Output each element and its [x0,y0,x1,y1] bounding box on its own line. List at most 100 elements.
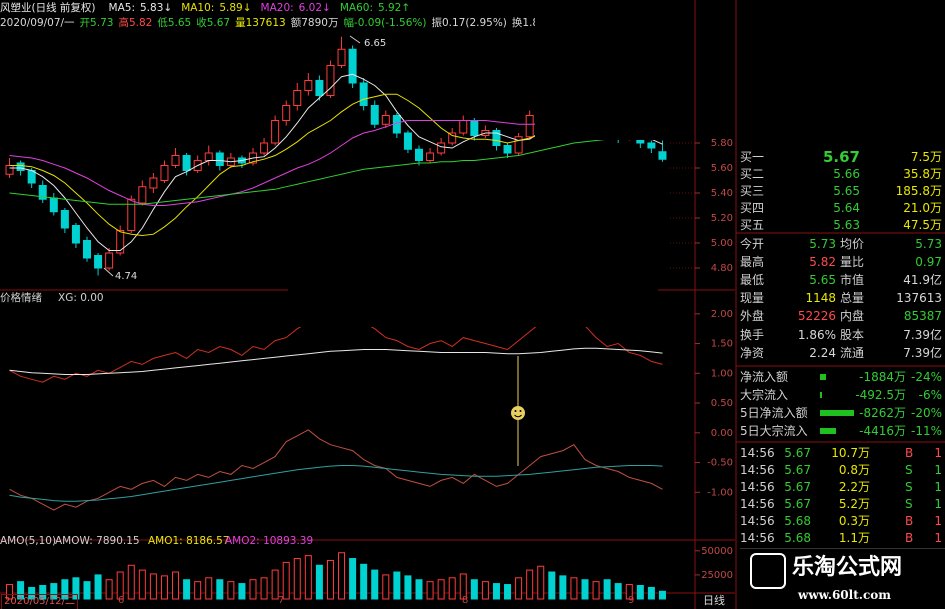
tick-volume: 1.1万 [838,531,870,545]
stat-label: 均价 [840,237,865,251]
candle-body [415,148,423,161]
volume-bar [271,569,279,600]
volume-bar [338,552,346,600]
bid-volume: 7.5万 [910,150,942,164]
flow-pct: -24% [910,370,942,384]
volume-value: AMO1: 8186.57 [148,535,230,547]
bid-label: 买一 [740,150,765,164]
tick-side: B [905,531,914,545]
watermark-name: 乐淘公式网 [792,555,903,580]
bid-price: 5.65 [833,184,860,198]
volume-bar [249,579,257,600]
tick-count: 1 [934,480,942,494]
quote-item: 高5.82 [118,17,153,29]
candle-body [448,132,457,144]
volume-bar [149,573,157,600]
signal-eye [519,410,522,412]
bid-price: 5.63 [833,218,860,232]
volume-bar [448,577,456,600]
tick-price: 5.68 [784,531,811,545]
legend-name: MA20: [260,2,294,14]
volume-bar [6,584,14,600]
bid-volume: 185.8万 [895,184,942,198]
y-tick-label: 25000 [701,570,733,581]
quote-item: 量137613 [235,17,286,29]
volume-bar [426,581,434,600]
tick-count: 1 [934,446,942,460]
volume-bar [349,558,357,600]
stat-value: 7.39亿 [903,328,942,342]
period-label[interactable]: 日线 [703,594,725,607]
tick-side: S [905,463,913,477]
candle-body [5,165,14,175]
flow-pct: -11% [910,424,942,438]
legend-value: 6.02↓ [298,2,331,14]
tick-time: 14:56 [740,463,775,477]
tick-count: 1 [934,463,942,477]
candle-body [525,115,534,138]
volume-bar [238,583,246,600]
volume-bar [404,575,412,600]
candle-body [647,142,656,149]
candle-body [271,120,280,144]
tick-price: 5.67 [784,446,811,460]
volume-bar [39,585,47,600]
bid-price: 5.66 [833,167,860,181]
y-tick-label: 5.40 [711,188,733,199]
tick-price: 5.68 [784,514,811,528]
volume-bar [116,571,124,600]
stat-label: 总量 [840,291,865,305]
tick-time: 14:56 [740,497,775,511]
candle-body [49,197,58,213]
candle-body [149,177,158,189]
indicator-title: 价格情绪 [0,292,42,304]
indicator-line [9,465,663,502]
volume-bar [526,569,534,600]
candle-body [304,80,313,91]
tick-count: 1 [934,514,942,528]
tick-time: 14:56 [740,514,775,528]
flow-label: 5日大宗流入 [740,424,808,438]
y-tick-label: 4.80 [711,263,733,274]
candle-body [514,136,523,154]
signal-icon [511,406,525,420]
y-tick-label: 2.00 [711,309,733,320]
volume-bar [83,581,91,600]
volume-bar [371,569,379,600]
tick-price: 5.67 [784,480,811,494]
volume-bar [548,571,556,600]
candle-body [315,80,324,96]
y-tick-label: -1.00 [707,487,733,498]
flow-value: -492.5万 [855,388,906,402]
tick-time: 14:56 [740,531,775,545]
annotation-leader [103,267,114,277]
stat-value: 5.82 [809,255,836,269]
candle-body [160,165,169,181]
redaction [535,0,694,140]
legend-line: 风塑业(日线 前复权) MA5: 5.83↓ MA10: 5.89↓ MA20: 6.02… [0,1,410,15]
candle-body [182,155,191,171]
quote-item: 幅-0.09(-1.56%) [343,17,427,29]
stat-value: 0.97 [915,255,942,269]
signal-eye [514,410,517,412]
candle-body [503,145,512,154]
volume-bar [205,577,213,600]
annotation-leader [349,35,361,44]
flow-bar [820,428,836,434]
signal-mouth [514,414,522,418]
legend-name: MA10: [181,2,215,14]
volume-bar [227,581,235,600]
stat-value: 1.86% [797,328,836,342]
volume-bar [636,585,644,600]
stat-label: 内盘 [840,309,865,323]
quote-item: 2020/09/07/一 [0,17,75,29]
legend-name: MA5: [108,2,135,14]
volume-bar [61,579,69,600]
candle-body [370,105,379,125]
month-label: 6 [118,595,125,606]
legend-name: MA60: [339,2,373,14]
date-start: 2020/05/12/二 [1,594,79,609]
candle-body [437,142,446,154]
candle-body [492,130,501,146]
candle-body [215,152,224,166]
